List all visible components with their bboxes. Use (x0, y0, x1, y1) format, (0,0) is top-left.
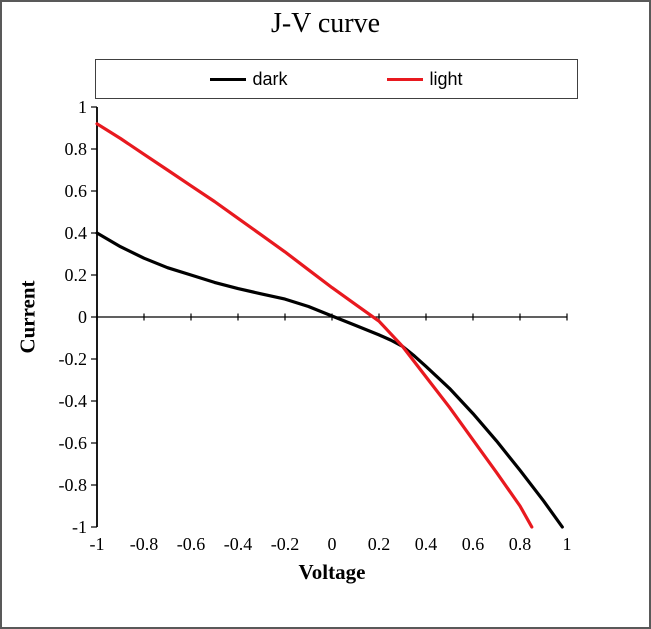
x-axis-title: Voltage (298, 560, 366, 584)
legend-label-dark: dark (252, 68, 288, 89)
legend-label-light: light (429, 68, 463, 89)
legend-item-light: light (387, 68, 463, 90)
dark-line-swatch (210, 77, 247, 81)
legend-item-dark: dark (210, 69, 287, 90)
legend: dark light (95, 59, 578, 99)
light-line-swatch (387, 77, 424, 81)
chart-title: J-V curve (270, 8, 381, 39)
